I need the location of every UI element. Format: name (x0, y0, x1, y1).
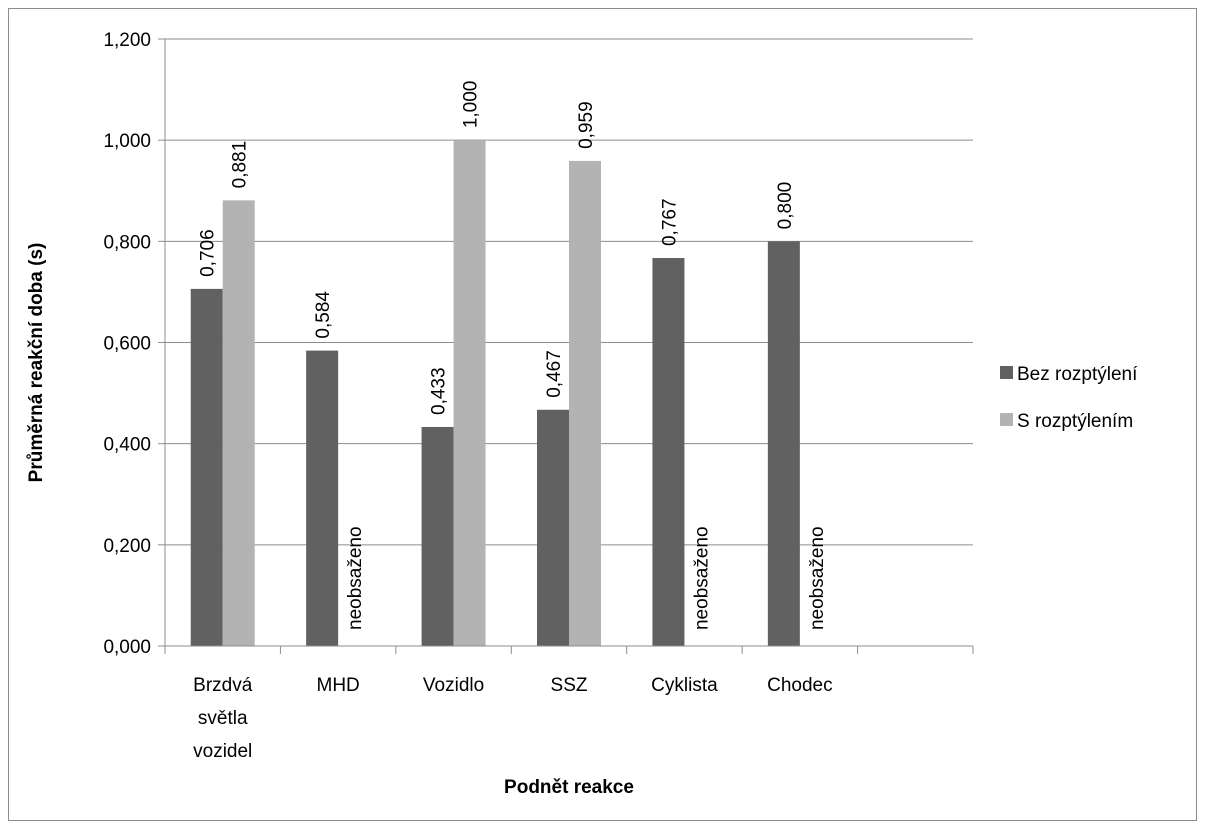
bar (222, 200, 255, 646)
bar (453, 140, 486, 646)
x-tick-label: Brzdvá (193, 675, 253, 696)
bar (421, 426, 454, 646)
data-labels: 0,706 0,584 0,433 0,467 0,767 0,800 0,881 neobs… (198, 81, 828, 630)
legend: Bez rozptýlení S rozptýlením (1000, 364, 1138, 432)
y-axis-title: Průměrná reakční doba (s) (26, 243, 47, 483)
bar (569, 160, 601, 647)
not-included-label: neobsaženo (345, 526, 366, 630)
data-label: 0,584 (313, 291, 334, 339)
axes (158, 38, 974, 654)
bar (306, 350, 339, 646)
x-tick-label: světla (198, 708, 248, 729)
data-label: 1,000 (461, 81, 482, 129)
legend-label: Bez rozptýlení (1017, 364, 1138, 385)
y-tick-labels: 0,000 0,200 0,400 0,600 0,800 1,000 1,200 (103, 30, 151, 658)
x-axis-title: Podnět reakce (504, 777, 634, 798)
data-label: 0,959 (576, 101, 597, 149)
bar (652, 258, 685, 646)
bar (537, 409, 569, 646)
data-label: 0,706 (198, 229, 219, 277)
data-label: 0,433 (429, 367, 450, 415)
data-label: 0,800 (775, 182, 796, 230)
x-tick-label: SSZ (551, 675, 588, 696)
y-tick-label: 0,600 (103, 334, 151, 355)
y-tick-label: 1,000 (103, 131, 151, 152)
x-tick-label: Cyklista (651, 675, 718, 696)
x-tick-label: MHD (317, 675, 360, 696)
legend-swatch (1000, 413, 1013, 426)
data-label: 0,467 (544, 350, 565, 398)
x-tick-label: vozidel (193, 741, 252, 762)
x-tick-label: Chodec (767, 675, 833, 696)
bar (190, 288, 223, 646)
legend-label: S rozptýlením (1017, 411, 1133, 432)
x-tick-labels: Brzdvá světla vozidel MHD Vozidlo SSZ Cyklista… (193, 675, 832, 762)
data-label: 0,881 (230, 141, 251, 189)
bars (190, 140, 800, 647)
not-included-label: neobsaženo (691, 526, 712, 630)
y-tick-label: 1,200 (103, 30, 151, 51)
y-tick-label: 0,400 (103, 435, 151, 456)
legend-swatch (1000, 366, 1013, 379)
x-tick-label: Vozidlo (423, 675, 484, 696)
y-tick-label: 0,000 (103, 637, 151, 658)
y-tick-label: 0,800 (103, 232, 151, 253)
bar (767, 241, 800, 647)
y-tick-label: 0,200 (103, 536, 151, 557)
data-label: 0,767 (659, 198, 680, 246)
gridlines (165, 38, 973, 546)
not-included-label: neobsaženo (807, 526, 828, 630)
